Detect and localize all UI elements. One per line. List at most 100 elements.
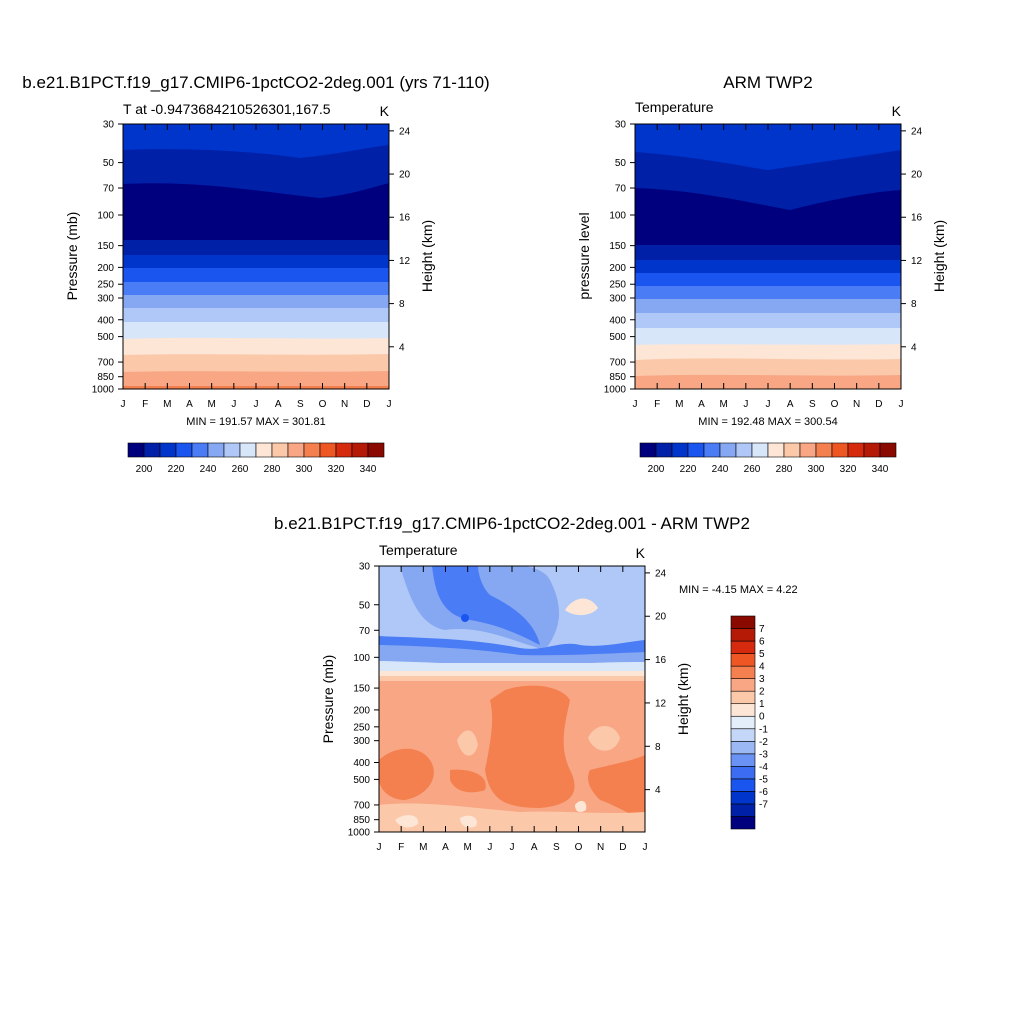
colorbar-swatch — [730, 653, 756, 667]
y2-tick-label: 24 — [911, 126, 923, 137]
colorbar-swatch — [175, 442, 193, 458]
panel-obs-axes: J F M A M J J A S O N D J 30 50 70 100 150 200 250 300 400 500… — [604, 120, 923, 411]
y-tick-label: 850 — [97, 372, 114, 383]
x-tick-label: J — [899, 399, 904, 410]
colorbar-swatch — [730, 766, 756, 780]
x-tick-label: M — [163, 399, 171, 410]
band — [461, 614, 469, 622]
colorbar-label: 280 — [264, 464, 281, 475]
colorbar-swatch — [730, 753, 756, 767]
band — [379, 645, 645, 667]
y-tick-label: 30 — [615, 120, 627, 131]
band — [565, 598, 598, 616]
colorbar-swatch — [730, 715, 756, 730]
y2-tick-label: 12 — [399, 256, 411, 267]
colorbar-swatch — [879, 442, 897, 458]
colorbar-swatch — [730, 791, 756, 805]
x-tick-label: J — [387, 399, 392, 410]
colorbar-label: 240 — [712, 464, 729, 475]
colorbar-label: 200 — [136, 464, 153, 475]
y-tick-label: 850 — [353, 815, 370, 826]
y-tick-label: 1000 — [604, 385, 627, 396]
x-tick-label: F — [398, 842, 404, 853]
x-tick-label: J — [487, 842, 492, 853]
y2-tick-label: 12 — [655, 698, 667, 709]
x-tick-label: M — [419, 842, 427, 853]
y2-tick-label: 8 — [399, 299, 405, 310]
panel-diff-units: K — [636, 545, 646, 561]
panel-diff-plot-area — [379, 566, 645, 832]
y-tick-label: 250 — [353, 722, 370, 733]
band — [457, 730, 478, 756]
colorbar-label: 340 — [360, 464, 377, 475]
band — [485, 685, 575, 808]
colorbar-label: -4 — [759, 762, 768, 773]
colorbar-swatch — [271, 442, 289, 458]
y-tick-label: 1000 — [348, 828, 371, 839]
y-tick-label: 30 — [359, 562, 371, 573]
y2-tick-label: 16 — [655, 655, 667, 666]
x-tick-label: J — [643, 842, 648, 853]
y-tick-label: 700 — [609, 358, 626, 369]
colorbar-label: 2 — [759, 687, 765, 698]
y-tick-label: 400 — [97, 315, 114, 326]
x-tick-label: J — [231, 399, 236, 410]
colorbar-swatch — [783, 442, 801, 458]
x-tick-label: J — [121, 399, 126, 410]
y2-tick-label: 8 — [655, 742, 661, 753]
y-tick-label: 30 — [103, 120, 115, 131]
band — [395, 815, 419, 828]
colorbar-swatch — [319, 442, 337, 458]
colorbar-label: 260 — [744, 464, 761, 475]
y2-tick-label: 24 — [399, 126, 411, 137]
y-tick-label: 300 — [609, 294, 626, 305]
panel-obs-ylabel: pressure level — [576, 212, 592, 299]
x-tick-label: J — [377, 842, 382, 853]
colorbar-label: -3 — [759, 749, 768, 760]
panel-obs-colorbar: 200 220 240 260 280 300 320 340 — [639, 442, 897, 475]
x-tick-label: S — [297, 399, 304, 410]
y2-tick-label: 16 — [911, 213, 923, 224]
panel-model-axes: J F M A M J J A S O N D J 30 50 70 100 150 200 250 300 400 500… — [92, 120, 411, 411]
colorbar-swatch — [730, 665, 756, 679]
band — [432, 566, 540, 645]
colorbar-label: -5 — [759, 774, 768, 785]
y-tick-label: 250 — [609, 280, 626, 291]
x-tick-label: M — [463, 842, 471, 853]
x-tick-label: A — [787, 399, 794, 410]
y2-tick-label: 12 — [911, 256, 923, 267]
colorbar-swatch — [207, 442, 225, 458]
colorbar-swatch — [730, 803, 756, 817]
panel-model-colorbar: 200 220 240 260 280 300 320 340 — [127, 442, 385, 475]
y2-tick-label: 4 — [655, 785, 661, 796]
colorbar-swatch — [159, 442, 177, 458]
colorbar-swatch — [847, 442, 865, 458]
band — [460, 815, 477, 828]
colorbar-swatch — [751, 442, 769, 458]
band — [379, 671, 645, 676]
colorbar-swatch — [730, 816, 756, 830]
y-tick-label: 50 — [615, 158, 627, 169]
band — [379, 663, 645, 671]
y-tick-label: 700 — [97, 358, 114, 369]
y2-tick-label: 20 — [911, 170, 923, 181]
panel-model-ylabel: Pressure (mb) — [64, 212, 80, 301]
colorbar-label: -7 — [759, 799, 768, 810]
panel-diff-variable-label: Temperature — [379, 542, 458, 558]
colorbar-swatch — [730, 740, 756, 755]
y-tick-label: 250 — [97, 280, 114, 291]
colorbar-label: 7 — [759, 624, 765, 635]
x-tick-label: A — [442, 842, 449, 853]
colorbar-swatch — [303, 442, 321, 458]
panel-model-units: K — [380, 103, 390, 119]
y2-tick-label: 16 — [399, 213, 411, 224]
y-tick-label: 70 — [103, 184, 115, 195]
x-tick-label: D — [875, 399, 882, 410]
y2-tick-label: 8 — [911, 299, 917, 310]
y-tick-label: 70 — [359, 626, 371, 637]
x-tick-label: D — [619, 842, 626, 853]
x-tick-label: J — [743, 399, 748, 410]
colorbar-label: 220 — [680, 464, 697, 475]
colorbar-label: 6 — [759, 637, 765, 648]
